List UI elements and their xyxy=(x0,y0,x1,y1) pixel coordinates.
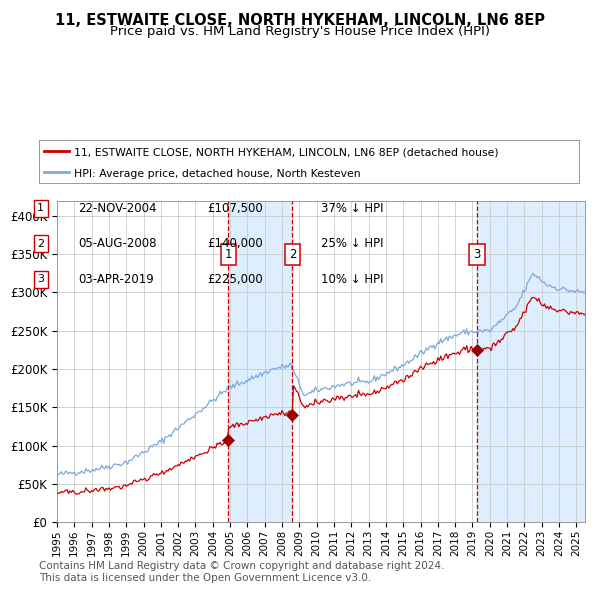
Text: £225,000: £225,000 xyxy=(207,273,263,286)
Text: 3: 3 xyxy=(37,274,44,284)
Text: 2: 2 xyxy=(289,248,296,261)
Text: 03-APR-2019: 03-APR-2019 xyxy=(78,273,154,286)
Text: 05-AUG-2008: 05-AUG-2008 xyxy=(78,237,157,250)
Text: £140,000: £140,000 xyxy=(207,237,263,250)
Text: 11, ESTWAITE CLOSE, NORTH HYKEHAM, LINCOLN, LN6 8EP: 11, ESTWAITE CLOSE, NORTH HYKEHAM, LINCO… xyxy=(55,13,545,28)
Text: Contains HM Land Registry data © Crown copyright and database right 2024.
This d: Contains HM Land Registry data © Crown c… xyxy=(39,561,445,583)
Text: HPI: Average price, detached house, North Kesteven: HPI: Average price, detached house, Nort… xyxy=(74,169,361,179)
Bar xyxy=(229,201,292,522)
Text: 22-NOV-2004: 22-NOV-2004 xyxy=(78,202,157,215)
Text: 3: 3 xyxy=(473,248,481,261)
Text: 10% ↓ HPI: 10% ↓ HPI xyxy=(321,273,383,286)
Text: 11, ESTWAITE CLOSE, NORTH HYKEHAM, LINCOLN, LN6 8EP (detached house): 11, ESTWAITE CLOSE, NORTH HYKEHAM, LINCO… xyxy=(74,148,499,158)
Text: £107,500: £107,500 xyxy=(207,202,263,215)
Text: 2: 2 xyxy=(37,239,44,248)
Bar xyxy=(477,201,585,522)
Text: 1: 1 xyxy=(37,204,44,213)
Text: 37% ↓ HPI: 37% ↓ HPI xyxy=(321,202,383,215)
Text: 1: 1 xyxy=(224,248,232,261)
Text: 25% ↓ HPI: 25% ↓ HPI xyxy=(321,237,383,250)
Text: Price paid vs. HM Land Registry's House Price Index (HPI): Price paid vs. HM Land Registry's House … xyxy=(110,25,490,38)
